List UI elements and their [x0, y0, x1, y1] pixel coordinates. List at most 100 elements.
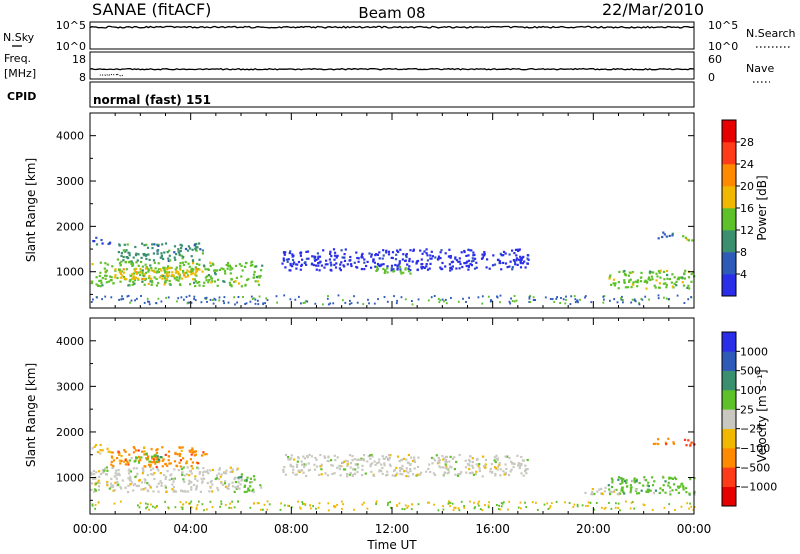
scatter-cell-4	[140, 456, 143, 459]
scatter-cell-2	[126, 243, 129, 246]
scatter-cell-6	[671, 273, 674, 276]
scatter-cell-1	[184, 275, 187, 279]
scatter-cell-4	[480, 257, 484, 260]
scatter-cell-5	[409, 272, 412, 275]
scatter-cell-0	[255, 265, 258, 268]
near-range-cell	[318, 502, 321, 505]
scatter-cell-2	[99, 452, 102, 455]
scatter-cell-0	[180, 467, 184, 471]
scatter-cell-5	[346, 460, 349, 463]
scatter-cell-0	[227, 487, 230, 490]
near-range-cell	[496, 296, 499, 299]
scatter-cell-4	[363, 268, 366, 271]
scatter-cell-5	[338, 464, 341, 467]
scatter-cell-2	[198, 258, 201, 261]
scatter-cell-0	[201, 480, 204, 483]
near-range-cell	[138, 506, 141, 509]
scatter-cell-5	[344, 459, 347, 462]
scatter-cell-4	[519, 260, 522, 263]
scatter-cell-3	[124, 459, 127, 462]
scatter-cell-2	[145, 243, 148, 246]
scatter-cell-4	[481, 253, 484, 256]
scatter-cell-1	[198, 268, 201, 271]
near-range-cell	[266, 500, 269, 503]
scatter-cell-5	[411, 473, 415, 476]
scatter-cell-1	[190, 267, 194, 270]
near-range-cell	[157, 297, 160, 300]
scatter-cell-1	[177, 271, 180, 274]
scatter-cell-4	[421, 263, 424, 266]
scatter-cell-6	[652, 492, 656, 495]
scatter-cell-3	[168, 462, 171, 465]
scatter-cell-5	[315, 465, 319, 468]
scatter-cell-0	[168, 478, 171, 481]
near-range-cell	[579, 298, 581, 301]
scatter-cell-5	[506, 455, 509, 458]
scatter-cell-3	[149, 465, 152, 468]
scatter-cell-4	[392, 268, 395, 271]
scatter-cell-0	[127, 284, 130, 287]
scatter-cell-0	[231, 267, 234, 270]
scatter-cell-5	[294, 473, 297, 476]
scatter-cell-5	[435, 454, 438, 457]
scatter-cell-4	[128, 459, 131, 462]
scatter-cell-4	[474, 257, 477, 260]
scatter-cell-3	[110, 455, 113, 458]
scatter-cell-0	[157, 469, 160, 472]
scatter-cell-6	[648, 272, 651, 275]
scatter-cell-0	[179, 262, 182, 265]
scatter-cell-4	[322, 249, 325, 252]
near-range-cell	[249, 300, 252, 303]
nave-trace	[99, 73, 125, 77]
near-range-cell	[223, 296, 226, 299]
scatter-cell-0	[164, 477, 167, 481]
scatter-cell-1	[133, 269, 137, 272]
scatter-cell-3	[93, 240, 96, 243]
scatter-cell-8	[672, 441, 675, 444]
scatter-cell-1	[233, 490, 236, 493]
scatter-cell-4	[340, 249, 343, 252]
scatter-cell-5	[469, 455, 472, 458]
near-range-cell	[674, 509, 676, 511]
scatter-cell-5	[494, 460, 497, 464]
scatter-cell-4	[396, 249, 399, 252]
near-range-cell	[593, 508, 595, 511]
scatter-cell-5	[315, 458, 318, 461]
near-range-cell	[152, 505, 154, 508]
scatter-cell-5	[395, 474, 398, 477]
near-range-cell	[177, 297, 180, 300]
scatter-cell-4	[515, 257, 518, 260]
scatter-cell-6	[610, 485, 614, 489]
near-range-cell	[375, 500, 378, 503]
scatter-cell-0	[127, 477, 130, 480]
scatter-cell-5	[382, 267, 385, 271]
scatter-cell-6	[633, 481, 636, 484]
scatter-cell-0	[255, 276, 258, 279]
scatter-cell-1	[167, 274, 171, 277]
scatter-cell-6	[685, 487, 688, 490]
scatter-cell-5	[517, 464, 520, 467]
scatter-cell-2	[189, 247, 192, 250]
scatter-cell-9	[685, 444, 688, 447]
scatter-cell-0	[90, 488, 93, 491]
scatter-cell-6	[610, 283, 613, 286]
scatter-cell-0	[141, 265, 144, 268]
scatter-cell-4	[519, 255, 522, 258]
scatter-cell-0	[227, 261, 230, 265]
scatter-cell-4	[339, 269, 342, 272]
station-title: SANAE (fitACF)	[92, 0, 211, 19]
near-range-cell	[663, 506, 666, 509]
scatter-cell-4	[286, 260, 289, 263]
scatter-cell-4	[348, 259, 351, 262]
scatter-cell-2	[187, 245, 190, 248]
scatter-cell-6	[629, 484, 632, 487]
near-range-cell	[438, 301, 441, 304]
scatter-cell-0	[182, 478, 185, 481]
scatter-cell-6	[630, 286, 633, 289]
scatter-cell-4	[365, 264, 368, 268]
scatter-cell-0	[141, 280, 144, 283]
scatter-cell-2	[122, 249, 125, 252]
scatter-cell-6	[684, 269, 687, 272]
scatter-cell-5	[356, 463, 359, 466]
scatter-cell-0	[128, 280, 131, 283]
